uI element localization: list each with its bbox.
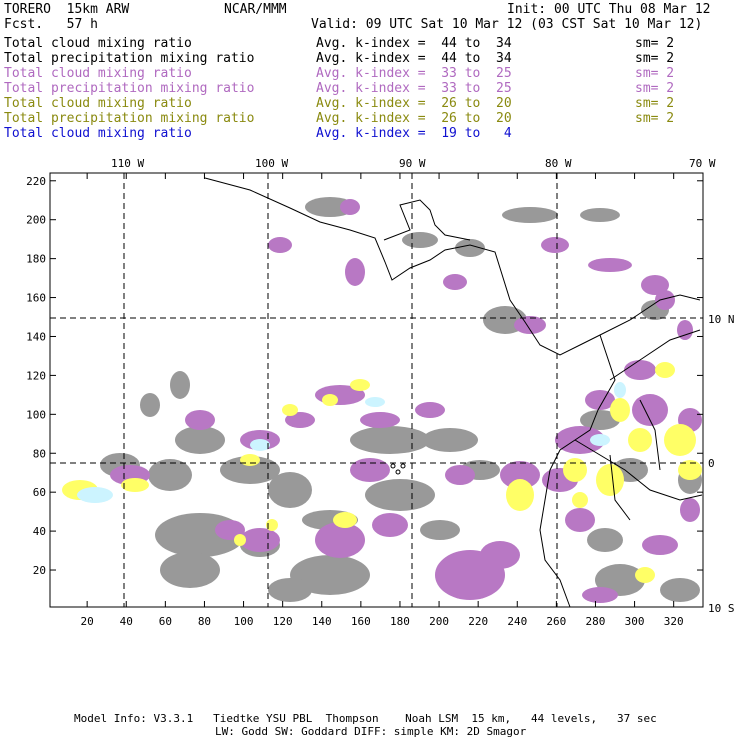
legend-field-1: Total cloud mixing ratio — [4, 36, 192, 51]
x-tick-label: 80 — [198, 615, 211, 628]
organization-label: NCAR/MMM — [224, 2, 287, 17]
x-tick-label: 220 — [468, 615, 488, 628]
plot-frame — [49, 172, 704, 608]
x-tick-label: 100 — [234, 615, 254, 628]
cloud-field — [62, 197, 702, 603]
y-tick-label: 40 — [33, 525, 46, 538]
lon-label-70w: 70 W — [689, 157, 716, 170]
y-tick-label: 200 — [26, 214, 46, 227]
x-tick-label: 200 — [429, 615, 449, 628]
x-tick-label: 20 — [81, 615, 94, 628]
legend-sm-4: sm= 2 — [635, 81, 675, 96]
y-tick-label: 100 — [26, 408, 46, 421]
legend-index-2: Avg. k-index = 44 to 34 — [316, 51, 512, 66]
x-tick-label: 280 — [586, 615, 606, 628]
model-info-line1: Model Info: V3.3.1 Tiedtke YSU PBL Thomp… — [74, 712, 657, 725]
y-tick-label: 20 — [33, 564, 46, 577]
legend-field-5: Total cloud mixing ratio — [4, 96, 192, 111]
y-axis-ticks: 20 40 60 80 100 120 140 160 180 200 220 — [26, 175, 703, 577]
forecast-hour: Fcst. 57 h — [4, 17, 98, 32]
legend-sm-3: sm= 2 — [635, 66, 675, 81]
lon-label-110w: 110 W — [111, 157, 144, 170]
y-tick-label: 120 — [26, 369, 46, 382]
legend-index-7: Avg. k-index = 19 to 4 — [316, 126, 512, 141]
lon-label-80w: 80 W — [545, 157, 572, 170]
y-tick-label: 140 — [26, 330, 46, 343]
legend-sm-2: sm= 2 — [635, 51, 675, 66]
x-tick-label: 120 — [273, 615, 293, 628]
model-info-line2: LW: Godd SW: Goddard DIFF: simple KM: 2D… — [215, 725, 527, 738]
lon-label-90w: 90 W — [399, 157, 426, 170]
x-tick-label: 180 — [390, 615, 410, 628]
x-tick-label: 320 — [664, 615, 684, 628]
y-tick-label: 160 — [26, 292, 46, 305]
model-title: TORERO 15km ARW — [4, 2, 130, 17]
legend-sm-6: sm= 2 — [635, 111, 675, 126]
x-tick-label: 140 — [312, 615, 332, 628]
x-tick-label: 60 — [159, 615, 172, 628]
x-tick-label: 300 — [625, 615, 645, 628]
legend-field-4: Total precipitation mixing ratio — [4, 81, 255, 96]
legend-sm-1: sm= 2 — [635, 36, 675, 51]
legend-index-5: Avg. k-index = 26 to 20 — [316, 96, 512, 111]
legend-field-7: Total cloud mixing ratio — [4, 126, 192, 141]
lat-lon-grid — [50, 173, 703, 607]
y-tick-label: 180 — [26, 253, 46, 266]
valid-time: Valid: 09 UTC Sat 10 Mar 12 (03 CST Sat … — [311, 17, 703, 32]
legend-index-4: Avg. k-index = 33 to 25 — [316, 81, 512, 96]
x-tick-label: 240 — [507, 615, 527, 628]
lon-label-100w: 100 W — [255, 157, 288, 170]
x-tick-label: 40 — [120, 615, 133, 628]
lat-label-10n: 10 N — [708, 313, 735, 326]
x-axis-ticks: 20 40 60 80 100 120 140 160 180 200 220 240 260 280 30… — [81, 173, 684, 628]
legend-index-1: Avg. k-index = 44 to 34 — [316, 36, 512, 51]
legend-index-6: Avg. k-index = 26 to 20 — [316, 111, 512, 126]
legend-field-2: Total precipitation mixing ratio — [4, 51, 255, 66]
y-tick-label: 80 — [33, 447, 46, 460]
legend-sm-5: sm= 2 — [635, 96, 675, 111]
x-tick-label: 260 — [546, 615, 566, 628]
y-tick-label: 220 — [26, 175, 46, 188]
x-tick-label: 160 — [351, 615, 371, 628]
lat-label-10s: 10 S — [708, 602, 735, 615]
lat-label-0: 0 — [708, 457, 715, 470]
legend-field-6: Total precipitation mixing ratio — [4, 111, 255, 126]
legend-index-3: Avg. k-index = 33 to 25 — [316, 66, 512, 81]
legend-field-3: Total cloud mixing ratio — [4, 66, 192, 81]
init-time: Init: 00 UTC Thu 08 Mar 12 — [507, 2, 711, 17]
y-tick-label: 60 — [33, 486, 46, 499]
coastline — [204, 177, 703, 608]
